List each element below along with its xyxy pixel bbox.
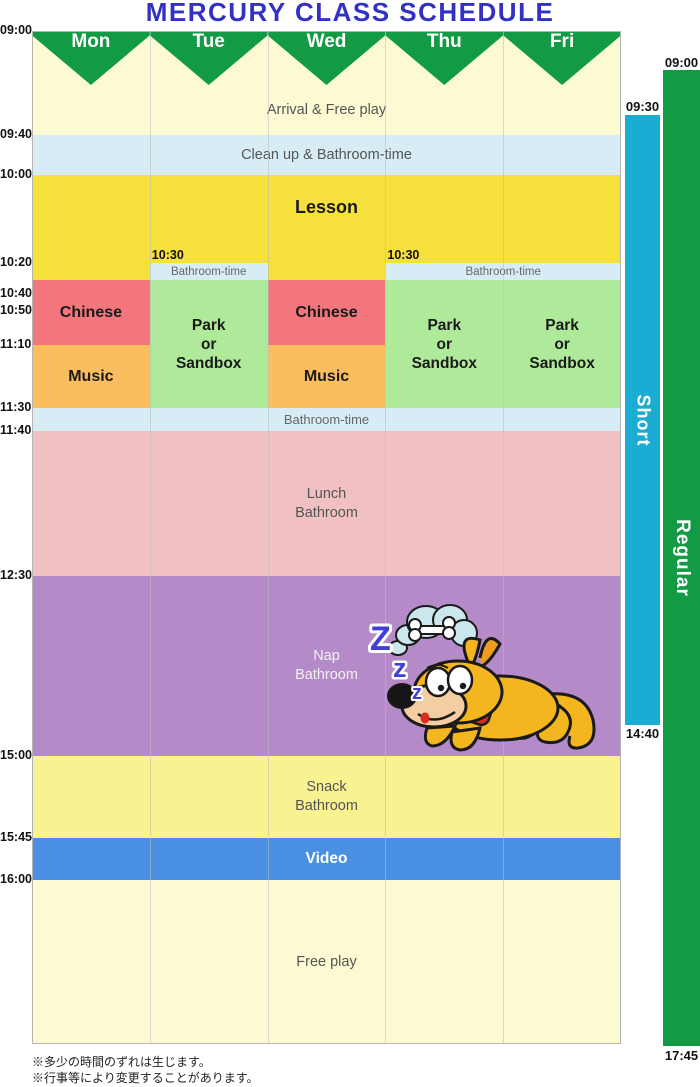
svg-text:z: z xyxy=(393,653,407,683)
svg-text:Z: Z xyxy=(370,620,391,658)
svg-text:z: z xyxy=(412,682,422,704)
